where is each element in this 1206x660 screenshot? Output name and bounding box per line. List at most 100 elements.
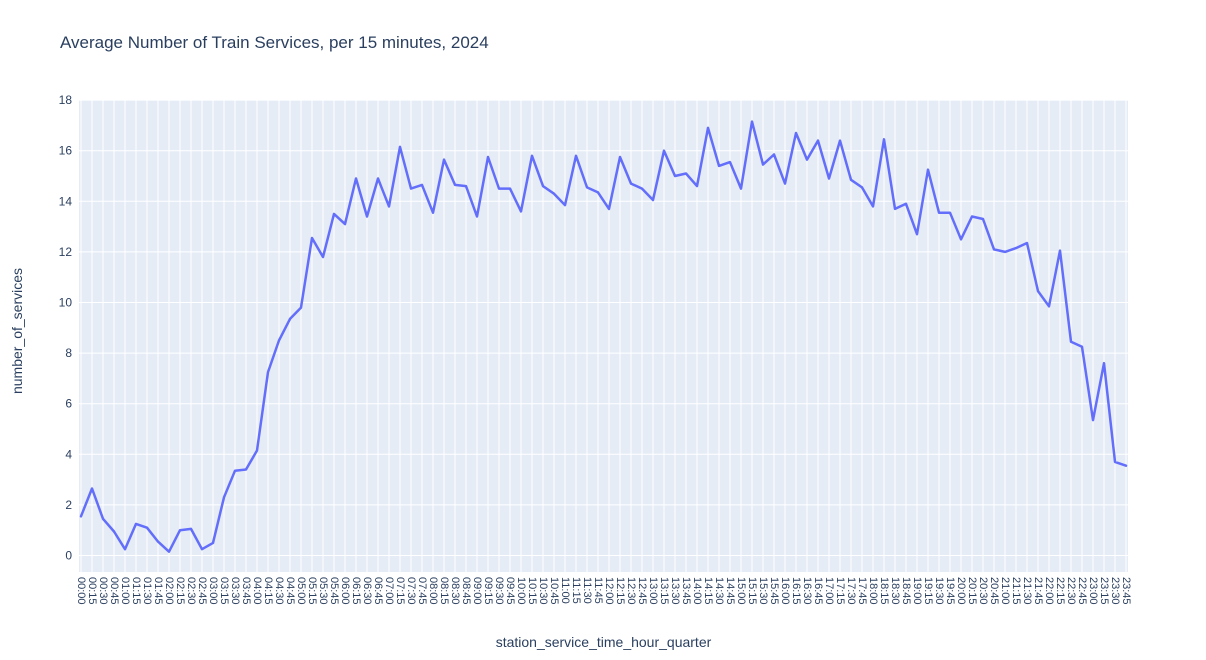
x-tick-label: 19:30 bbox=[933, 577, 945, 605]
x-tick-label: 23:15 bbox=[1098, 577, 1110, 605]
x-tick-label: 08:00 bbox=[427, 577, 439, 605]
x-tick-label: 00:30 bbox=[97, 577, 109, 605]
x-tick-label: 18:45 bbox=[900, 577, 912, 605]
x-tick-label: 10:30 bbox=[537, 577, 549, 605]
plot-background bbox=[79, 100, 1128, 572]
x-tick-label: 08:45 bbox=[460, 577, 472, 605]
x-tick-label: 06:00 bbox=[339, 577, 351, 605]
y-axis-title: number_of_services bbox=[9, 267, 25, 395]
x-tick-label: 10:00 bbox=[515, 577, 527, 605]
x-tick-label: 15:00 bbox=[735, 577, 747, 605]
x-tick-label: 20:30 bbox=[977, 577, 989, 605]
chart-title: Average Number of Train Services, per 15… bbox=[60, 33, 489, 52]
x-tick-label: 03:30 bbox=[229, 577, 241, 605]
x-tick-label: 16:15 bbox=[790, 577, 802, 605]
y-tick-label: 14 bbox=[59, 194, 73, 208]
x-tick-label: 08:15 bbox=[438, 577, 450, 605]
x-tick-label: 17:00 bbox=[823, 577, 835, 605]
x-tick-label: 12:00 bbox=[603, 577, 615, 605]
x-tick-label: 07:15 bbox=[394, 577, 406, 605]
y-tick-label: 10 bbox=[59, 296, 73, 310]
x-tick-label: 03:15 bbox=[218, 577, 230, 605]
x-tick-label: 15:45 bbox=[768, 577, 780, 605]
x-tick-label: 06:45 bbox=[372, 577, 384, 605]
y-tick-label: 0 bbox=[65, 549, 72, 563]
y-tick-label: 12 bbox=[59, 245, 73, 259]
x-tick-label: 19:00 bbox=[911, 577, 923, 605]
y-tick-label: 4 bbox=[65, 447, 72, 461]
y-tick-label: 2 bbox=[65, 498, 72, 512]
x-tick-label: 19:45 bbox=[944, 577, 956, 605]
x-tick-label: 22:00 bbox=[1043, 577, 1055, 605]
x-tick-label: 22:45 bbox=[1076, 577, 1088, 605]
x-tick-label: 05:30 bbox=[317, 577, 329, 605]
x-tick-label: 01:30 bbox=[141, 577, 153, 605]
x-tick-label: 16:00 bbox=[779, 577, 791, 605]
x-tick-label: 11:00 bbox=[559, 577, 571, 604]
x-tick-label: 22:30 bbox=[1065, 577, 1077, 605]
x-tick-label: 13:00 bbox=[647, 577, 659, 605]
x-tick-label: 21:00 bbox=[999, 577, 1011, 605]
y-tick-label: 8 bbox=[65, 346, 72, 360]
x-tick-label: 00:00 bbox=[75, 577, 87, 605]
x-tick-label: 23:00 bbox=[1087, 577, 1099, 605]
x-tick-label: 20:45 bbox=[988, 577, 1000, 605]
x-tick-label: 10:45 bbox=[548, 577, 560, 605]
x-tick-label: 14:00 bbox=[691, 577, 703, 605]
x-tick-label: 04:15 bbox=[262, 577, 274, 605]
x-tick-label: 09:15 bbox=[482, 577, 494, 605]
y-tick-label: 18 bbox=[59, 93, 73, 107]
x-tick-label: 02:00 bbox=[163, 577, 175, 605]
series-line[interactable] bbox=[79, 120, 1128, 553]
x-tick-label: 21:15 bbox=[1010, 577, 1022, 605]
x-tick-label: 14:15 bbox=[702, 577, 714, 605]
x-tick-label: 06:30 bbox=[361, 577, 373, 605]
x-tick-label: 01:00 bbox=[119, 577, 131, 605]
x-tick-label: 07:45 bbox=[416, 577, 428, 605]
x-tick-label: 18:30 bbox=[889, 577, 901, 605]
x-tick-label: 18:00 bbox=[867, 577, 879, 605]
x-tick-label: 11:15 bbox=[570, 577, 582, 604]
x-tick-label: 15:30 bbox=[757, 577, 769, 605]
x-tick-label: 16:45 bbox=[812, 577, 824, 605]
x-tick-label: 23:30 bbox=[1109, 577, 1121, 605]
x-tick-label: 17:30 bbox=[845, 577, 857, 605]
x-tick-label: 21:45 bbox=[1032, 577, 1044, 605]
x-tick-label: 23:45 bbox=[1120, 577, 1132, 605]
x-tick-label: 22:15 bbox=[1054, 577, 1066, 605]
x-tick-label: 02:15 bbox=[174, 577, 186, 605]
x-tick-label: 03:45 bbox=[240, 577, 252, 605]
x-tick-label: 21:30 bbox=[1021, 577, 1033, 605]
x-tick-label: 08:30 bbox=[449, 577, 461, 605]
x-tick-label: 04:30 bbox=[273, 577, 285, 605]
x-tick-label: 05:45 bbox=[328, 577, 340, 605]
x-tick-label: 05:00 bbox=[295, 577, 307, 605]
x-tick-label: 12:30 bbox=[625, 577, 637, 605]
x-tick-label: 12:15 bbox=[614, 577, 626, 605]
x-tick-label: 17:15 bbox=[834, 577, 846, 605]
x-tick-label: 12:45 bbox=[636, 577, 648, 605]
x-tick-label: 16:30 bbox=[801, 577, 813, 605]
x-tick-label: 11:30 bbox=[581, 577, 593, 604]
y-tick-label: 6 bbox=[65, 397, 72, 411]
x-tick-label: 01:15 bbox=[130, 577, 142, 605]
x-tick-label: 10:15 bbox=[526, 577, 538, 605]
x-tick-label: 18:15 bbox=[878, 577, 890, 605]
y-tick-label: 16 bbox=[59, 144, 73, 158]
x-tick-label: 19:15 bbox=[922, 577, 934, 605]
x-tick-label: 11:45 bbox=[592, 577, 604, 604]
x-tick-label: 00:45 bbox=[108, 577, 120, 605]
x-tick-label: 06:15 bbox=[350, 577, 362, 605]
x-tick-label: 13:45 bbox=[680, 577, 692, 605]
x-tick-label: 09:30 bbox=[493, 577, 505, 605]
x-tick-label: 14:45 bbox=[724, 577, 736, 605]
x-tick-label: 07:30 bbox=[405, 577, 417, 605]
x-axis-title: station_service_time_hour_quarter bbox=[495, 634, 712, 650]
x-tick-label: 02:45 bbox=[196, 577, 208, 605]
x-tick-label: 00:15 bbox=[86, 577, 98, 605]
x-tick-label: 07:00 bbox=[383, 577, 395, 605]
x-tick-label: 13:15 bbox=[658, 577, 670, 605]
x-tick-label: 02:30 bbox=[185, 577, 197, 605]
